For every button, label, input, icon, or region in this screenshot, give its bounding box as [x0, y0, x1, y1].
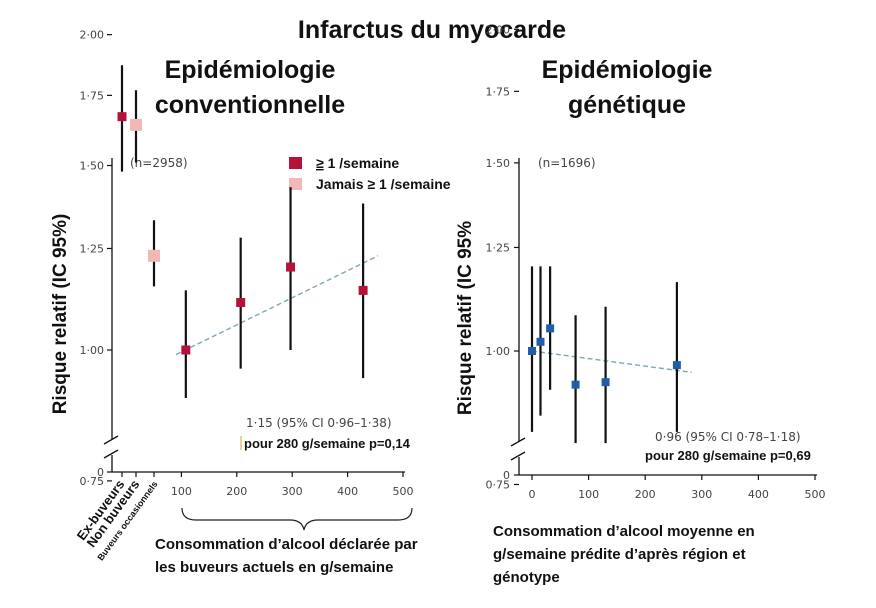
annotation-dose: pour 280 g/semaine p=0,14 [244, 436, 411, 451]
x-axis-caption-line1: Consommation d’alcool déclarée par [155, 536, 418, 553]
data-point [536, 337, 545, 346]
data-point [571, 380, 580, 389]
y-tick-label: 0 [97, 466, 104, 479]
x-axis-caption-line2: les buveurs actuels en g/semaine [155, 559, 393, 576]
right-title-line2: génétique [568, 91, 686, 119]
x-tick-label: 100 [578, 488, 599, 501]
x-axis-caption-line3: génotype [493, 569, 560, 586]
data-point [286, 262, 296, 272]
y-tick-label: 0 [503, 469, 510, 482]
legend-prefix: Jamais ≥ [316, 176, 375, 192]
point-non-buveurs [130, 118, 142, 131]
x-tick-label: 200 [226, 485, 247, 498]
legend-prefix: ≥ [316, 155, 324, 171]
y-tick-label: 1·00 [80, 344, 105, 357]
left-title-line1: Epidémiologie [165, 56, 336, 84]
x-tick-label: 400 [337, 485, 358, 498]
y-tick-label: 1·50 [80, 160, 105, 173]
legend-swatch-never [289, 178, 302, 190]
axis-break-mark [103, 449, 119, 459]
x-tick-label: 300 [282, 485, 303, 498]
trend-line [531, 350, 692, 374]
left-title-line2: conventionnelle [155, 91, 345, 119]
data-point [181, 345, 191, 355]
legend-label-never: Jamais ≥ 1 /semaine [316, 176, 451, 192]
y-tick-label: 0·75 [486, 478, 511, 491]
y-tick-label: 1·25 [486, 241, 511, 254]
data-point [601, 378, 610, 387]
data-point [546, 324, 555, 333]
axis-break-mark [103, 435, 119, 445]
right-title-line1: Epidémiologie [542, 56, 713, 84]
y-tick-label: 1·75 [486, 85, 511, 98]
legend-text: 1 /semaine [375, 176, 451, 192]
main-title: Infarctus du myocarde [298, 16, 566, 44]
x-tick-label: 100 [171, 485, 192, 498]
sample-size-label: (n=1696) [538, 156, 596, 170]
y-tick-label: 1·25 [80, 242, 105, 255]
x-tick-label: 200 [635, 488, 656, 501]
x-tick-label: 400 [748, 488, 769, 501]
annotation-estimate: 1·15 (95% CI 0·96–1·38) [246, 416, 392, 430]
y-tick-label: 1·50 [486, 157, 511, 170]
y-axis-label: Risque relatif (IC 95%) [50, 214, 71, 415]
x-axis-caption-line2: g/semaine prédite d’après région et [493, 546, 746, 563]
x-tick-label: 0 [529, 488, 536, 501]
data-point [236, 298, 246, 308]
y-axis-label: Risque relatif (IC 95% [455, 221, 476, 415]
x-tick-label: 300 [691, 488, 712, 501]
data-point [528, 347, 536, 355]
y-tick-label: 1·75 [80, 89, 105, 102]
y-tick-label: 2·00 [486, 23, 511, 36]
x-tick-label: 500 [805, 488, 826, 501]
legend-text: 1 /semaine [324, 155, 400, 171]
legend-swatch-weekly [289, 157, 302, 169]
left-chart: 2·00 1·75 1·50 1·25 1·00 0·750 100 200 300 400 500… [50, 29, 451, 576]
data-point [358, 285, 368, 295]
y-tick-label: 2·00 [80, 29, 105, 42]
y-tick-label: 1·00 [486, 345, 511, 358]
annotation-estimate: 0·96 (95% CI 0·78–1·18) [655, 430, 801, 444]
point-ex-buveurs [117, 112, 127, 122]
legend-label-weekly: ≥ 1 /semaine [316, 155, 399, 171]
x-range-brace [181, 507, 413, 531]
axis-break-mark [510, 451, 526, 461]
axis-break-mark [510, 437, 526, 447]
y-tick-label: 0·75 [80, 475, 105, 488]
point-buveurs-occasionnels [148, 249, 160, 262]
x-tick-label: 500 [393, 485, 414, 498]
sample-size-label: (n=2958) [130, 156, 188, 170]
x-axis-caption-line1: Consommation d’alcool moyenne en [493, 523, 755, 540]
annotation-dose: pour 280 g/semaine p=0,69 [645, 448, 811, 463]
trend-line [175, 255, 379, 356]
data-point [672, 361, 681, 370]
